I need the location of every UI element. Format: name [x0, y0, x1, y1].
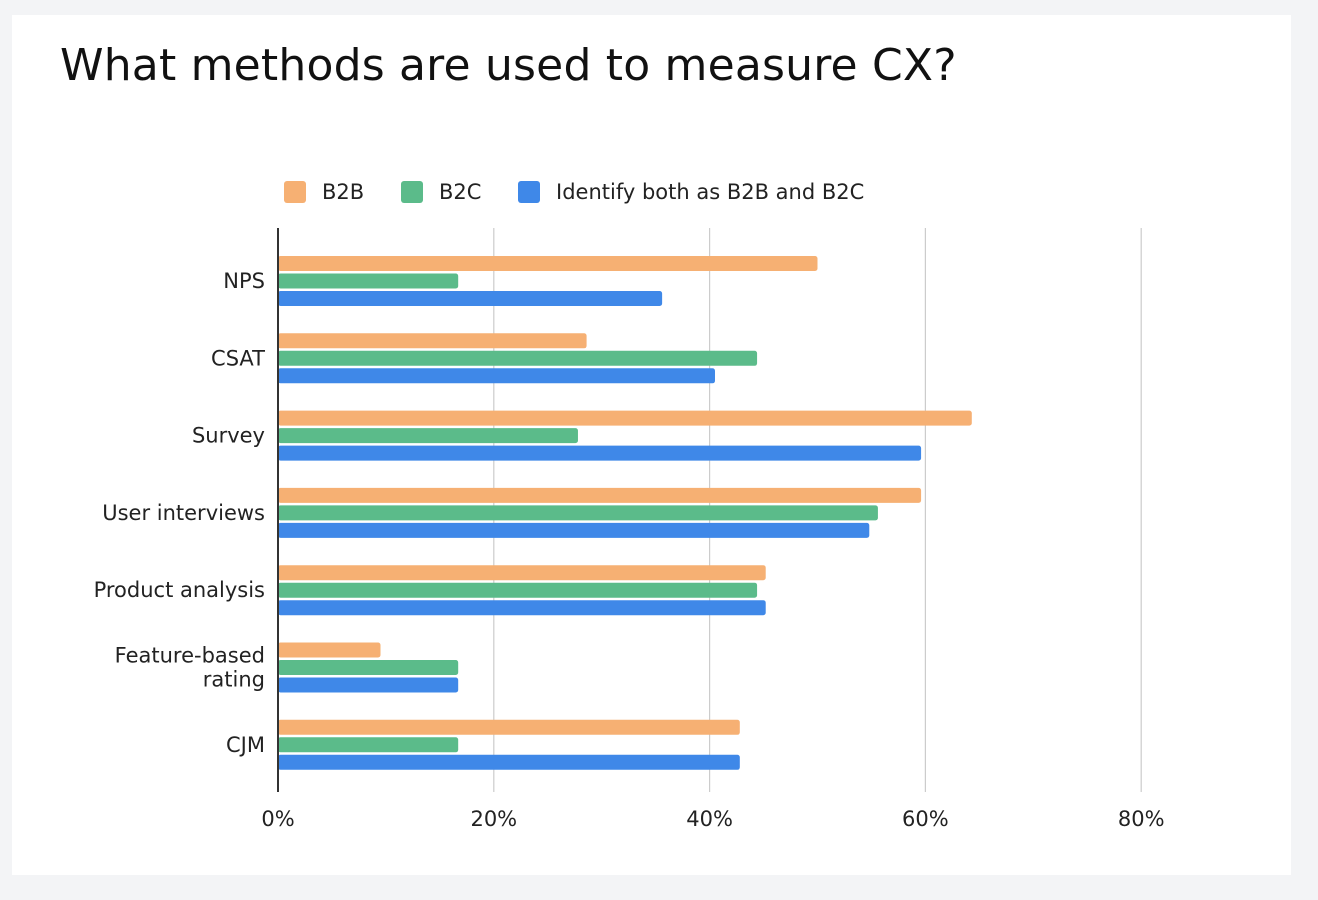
category-label: rating	[203, 668, 265, 692]
bar	[278, 350, 758, 366]
bar	[278, 368, 715, 384]
bar	[278, 291, 663, 306]
bar	[278, 505, 878, 521]
category-label: Survey	[192, 424, 265, 448]
legend-swatch	[518, 181, 540, 203]
chart-title: What methods are used to measure CX?	[60, 40, 957, 91]
x-tick-label: 20%	[470, 807, 517, 831]
bar	[278, 582, 758, 598]
category-label: CJM	[226, 733, 265, 757]
bar	[278, 719, 740, 735]
category-label: Feature-based	[115, 644, 265, 668]
bar	[278, 754, 740, 770]
legend: B2B B2C Identify both as B2B and B2C	[284, 180, 864, 204]
legend-label: Identify both as B2B and B2C	[556, 180, 864, 204]
legend-label: B2C	[439, 180, 481, 204]
bar	[278, 487, 922, 503]
bar	[278, 600, 766, 616]
legend-item: B2C	[401, 180, 481, 204]
x-tick-label: 80%	[1118, 807, 1165, 831]
legend-item: B2B	[284, 180, 364, 204]
legend-label: B2B	[322, 180, 364, 204]
bar	[278, 428, 578, 444]
bar	[278, 445, 922, 461]
category-labels: NPS CSAT Survey User interviews Product anal…	[94, 269, 266, 757]
bar	[278, 660, 459, 675]
bar	[278, 522, 870, 538]
bar	[278, 737, 459, 753]
legend-swatch	[401, 181, 423, 203]
category-label: CSAT	[211, 346, 265, 370]
x-tick-label: 0%	[261, 807, 294, 831]
bar	[278, 256, 818, 271]
bar	[278, 565, 766, 581]
legend-swatch	[284, 181, 306, 203]
bar	[278, 410, 972, 426]
x-tick-labels: 0% 20% 40% 60% 80%	[261, 807, 1164, 831]
category-label: Product analysis	[94, 578, 265, 602]
legend-item: Identify both as B2B and B2C	[518, 180, 864, 204]
bars	[278, 256, 972, 770]
category-label: NPS	[223, 269, 265, 293]
bar	[278, 333, 587, 349]
bar	[278, 677, 459, 693]
x-tick-label: 60%	[902, 807, 949, 831]
category-label: User interviews	[102, 501, 265, 525]
x-tick-label: 40%	[686, 807, 733, 831]
bar	[278, 642, 381, 658]
bar	[278, 273, 459, 289]
